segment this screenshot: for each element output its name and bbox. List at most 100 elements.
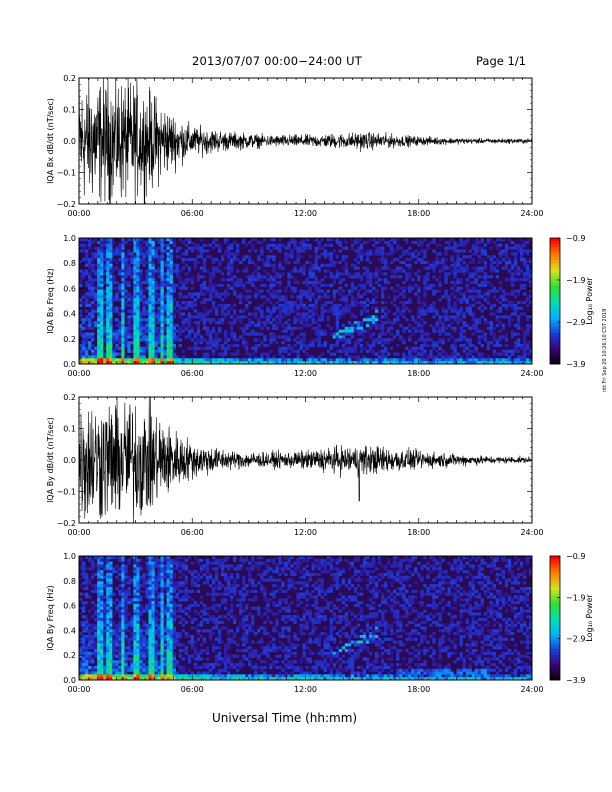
spectrogram-cell: [408, 349, 412, 353]
spectrogram-cell: [145, 303, 149, 308]
spectrogram-cell: [317, 280, 321, 285]
spectrogram-cell: [281, 335, 285, 339]
spectrogram-cell: [305, 315, 309, 319]
spectrogram-cell: [417, 289, 421, 293]
spectrogram-cell: [91, 349, 95, 353]
spectrogram-cell: [513, 303, 518, 308]
spectrogram-cell: [118, 612, 122, 616]
spectrogram-cell: [302, 272, 306, 276]
spectrogram-cell: [226, 286, 231, 290]
spectrogram-cell: [139, 643, 143, 647]
spectrogram-cell: [139, 338, 143, 342]
spectrogram-cell: [160, 318, 164, 322]
spectrogram-cell: [368, 249, 373, 253]
spectrogram-cell: [220, 255, 225, 259]
spectrogram-cell: [387, 326, 391, 330]
spectrogram-cell: [299, 358, 303, 362]
spectrogram-cell: [302, 315, 306, 319]
colorbar-swatch: [550, 285, 560, 289]
spectrogram-cell: [498, 335, 503, 339]
spectrogram-cell: [97, 556, 101, 560]
spectrogram-cell: [381, 332, 385, 336]
spectrogram-cell: [350, 332, 355, 336]
spectrogram-cell: [290, 275, 294, 279]
spectrogram-cell: [495, 238, 500, 242]
spectrogram-cell: [145, 589, 149, 593]
spectrogram-cell: [145, 321, 149, 325]
spectrogram-cell: [199, 266, 204, 270]
spectrogram-cell: [100, 283, 104, 287]
spectrogram-cell: [275, 323, 279, 328]
spectrogram-cell: [166, 341, 170, 345]
spectrogram-cell: [393, 295, 397, 299]
spectrogram-cell: [242, 329, 246, 333]
spectrogram-cell: [172, 243, 176, 247]
spectrogram-cell: [239, 361, 243, 364]
spectrogram-cell: [275, 315, 279, 319]
spectrogram-cell: [97, 564, 101, 568]
spectrogram-cell: [148, 278, 152, 282]
spectrogram-cell: [332, 260, 336, 265]
spectrogram-cell: [121, 361, 125, 364]
spectrogram-cell: [112, 266, 116, 270]
spectrogram-cell: [423, 292, 427, 296]
spectrogram-cell: [124, 629, 128, 633]
spectrogram-cell: [444, 272, 448, 276]
spectrogram-cell: [272, 318, 276, 322]
spectrogram-cell: [305, 323, 309, 328]
spectrogram-cell: [332, 358, 336, 362]
spectrogram-cell: [522, 283, 527, 287]
spectrogram-cell: [142, 358, 146, 362]
spectrogram-cell: [522, 335, 527, 339]
spectrogram-cell: [287, 272, 291, 276]
spectrogram-cell: [447, 243, 451, 247]
spectrogram-cell: [248, 289, 252, 293]
spectrogram-cell: [245, 255, 249, 259]
spectrogram-cell: [362, 266, 367, 270]
spectrogram-cell: [133, 649, 137, 653]
spectrogram-cell: [136, 358, 140, 362]
spectrogram-cell: [121, 295, 125, 299]
spectrogram-cell: [85, 315, 89, 319]
spectrogram-cell: [130, 332, 134, 336]
spectrogram-cell: [85, 575, 89, 579]
spectrogram-cell: [79, 612, 83, 616]
spectrogram-cell: [266, 355, 270, 359]
spectrogram-cell: [507, 303, 512, 308]
spectrogram-cell: [233, 321, 237, 325]
spectrogram-cell: [347, 306, 352, 310]
spectrogram-cell: [166, 309, 170, 313]
spectrogram-cell: [127, 321, 131, 325]
spectrogram-cell: [130, 677, 134, 680]
spectrogram-cell: [522, 240, 527, 245]
spectrogram-cell: [438, 352, 442, 356]
spectrogram-cell: [507, 355, 512, 359]
spectrogram-cell: [211, 238, 216, 242]
spectrogram-cell: [97, 283, 101, 287]
spectrogram-cell: [426, 278, 430, 282]
spectrogram-cell: [163, 341, 167, 345]
spectrogram-cell: [350, 275, 355, 279]
spectrogram-cell: [133, 618, 137, 622]
spectrogram-cell: [145, 338, 149, 342]
spectrogram-cell: [290, 252, 294, 256]
spectrogram-cell: [172, 335, 176, 339]
spectrogram-cell: [275, 280, 279, 285]
spectrogram-cell: [106, 280, 110, 285]
spectrogram-cell: [233, 283, 237, 287]
spectrogram-cell: [471, 326, 475, 330]
spectrogram-cell: [100, 278, 104, 282]
spectrogram-cell: [151, 570, 155, 574]
spectrogram-cell: [121, 283, 125, 287]
spectrogram-cell: [103, 651, 107, 655]
spectrogram-cell: [323, 283, 327, 287]
spectrogram-cell: [513, 272, 518, 276]
spectrogram-cell: [338, 249, 343, 253]
spectrogram-cell: [299, 240, 303, 245]
spectrogram-cell: [441, 306, 445, 310]
spectrogram-cell: [79, 329, 83, 333]
spectrogram-cell: [260, 258, 264, 262]
spectrogram-cell: [166, 255, 170, 259]
spectrogram-cell: [405, 249, 409, 253]
spectrogram-cell: [130, 578, 134, 582]
